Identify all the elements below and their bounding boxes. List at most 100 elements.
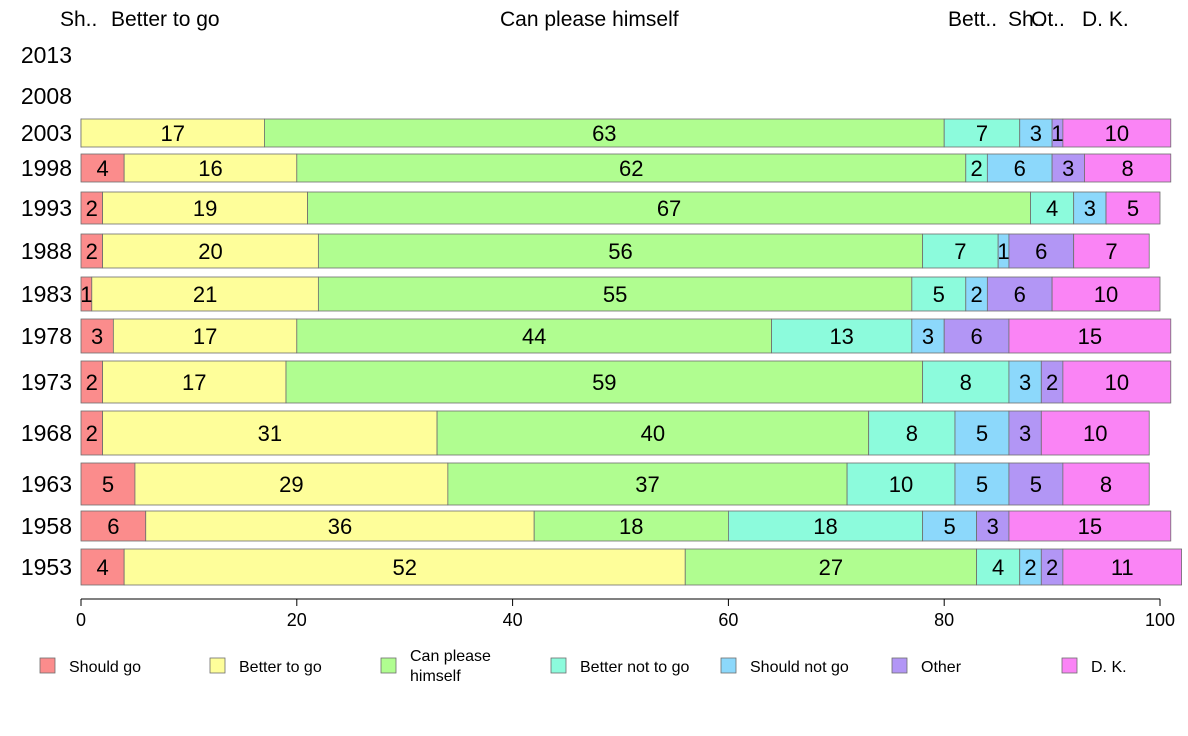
bar-value-label: 2 — [970, 282, 982, 307]
bar-value-label: 6 — [1014, 282, 1026, 307]
bar-value-label: 8 — [906, 421, 918, 446]
bar-segment — [285, 360, 924, 404]
top-label: Ot.. — [1031, 8, 1065, 31]
bar-value-label: 2 — [86, 239, 98, 264]
bar-segment — [134, 462, 449, 506]
bar-value-label: 1 — [80, 282, 92, 307]
bar-value-label: 19 — [193, 196, 217, 221]
legend-label: Better not to go — [580, 659, 690, 676]
bar-value-label: 6 — [970, 324, 982, 349]
legend-swatch — [39, 657, 56, 674]
bar-value-label: 5 — [1030, 472, 1042, 497]
bar-segment — [954, 410, 1010, 456]
bar-value-label: 4 — [1046, 196, 1058, 221]
bar-segment — [1051, 276, 1161, 312]
top-category-labels: Sh.. Better to go Can please himself Bett..… — [60, 8, 1129, 31]
bar-value-label: 5 — [943, 514, 955, 539]
year-label: 1993 — [21, 195, 72, 221]
x-tick-label: 0 — [76, 610, 86, 630]
bar-value-label: 3 — [1019, 370, 1031, 395]
bar-value-label: 8 — [1122, 156, 1134, 181]
year-label: 1968 — [21, 420, 72, 446]
bar-value-label: 29 — [279, 472, 303, 497]
year-label: 1953 — [21, 554, 72, 580]
bar-value-label: 3 — [91, 324, 103, 349]
bar-value-label: 6 — [1014, 156, 1026, 181]
year-label: 2008 — [21, 83, 72, 109]
bar-value-label: 7 — [1105, 239, 1117, 264]
bar-value-label: 21 — [193, 282, 217, 307]
bar-value-label: 7 — [954, 239, 966, 264]
legend: Should go Better to go Can please himself Be… — [39, 648, 1127, 685]
legend-swatch — [720, 657, 737, 674]
bar-value-label: 67 — [657, 196, 681, 221]
bar-value-label: 3 — [922, 324, 934, 349]
year-label: 1958 — [21, 513, 72, 539]
bar-value-label: 2 — [86, 370, 98, 395]
bar-segment — [846, 462, 956, 506]
bar-segment — [868, 410, 956, 456]
bar-segment — [317, 276, 913, 312]
bar-value-label: 1 — [1051, 121, 1063, 146]
bar-value-label: 3 — [1030, 121, 1042, 146]
bar-value-label: 5 — [102, 472, 114, 497]
bar-segment — [1062, 360, 1172, 404]
bar-segment — [1073, 191, 1107, 225]
legend-label: Better to go — [239, 659, 322, 676]
bar-segment — [296, 318, 772, 354]
legend-swatch — [209, 657, 226, 674]
bar-value-label: 44 — [522, 324, 546, 349]
bar-value-label: 6 — [1035, 239, 1047, 264]
bar-value-label: 4 — [96, 156, 108, 181]
year-label: 2003 — [21, 120, 72, 146]
bar-segment — [102, 410, 438, 456]
x-tick-label: 80 — [934, 610, 954, 630]
bar-value-label: 15 — [1078, 514, 1102, 539]
legend-swatch — [380, 657, 397, 674]
bar-value-label: 5 — [976, 472, 988, 497]
year-axis-labels: 2013 2008 2003 1998 1993 1988 1983 1978 1973 1968… — [21, 42, 72, 580]
bar-value-label: 7 — [976, 121, 988, 146]
year-label: 1988 — [21, 238, 72, 264]
bar-value-label: 5 — [976, 421, 988, 446]
bar-segment — [911, 318, 945, 354]
legend-label: Can please himself — [410, 648, 491, 685]
year-label: 1973 — [21, 369, 72, 395]
bar-value-label: 17 — [182, 370, 206, 395]
bar-segment — [1073, 233, 1150, 269]
bar-segment — [1105, 191, 1161, 225]
legend-swatch — [550, 657, 567, 674]
bar-value-label: 8 — [1100, 472, 1112, 497]
bar-value-label: 11 — [1111, 555, 1134, 580]
x-tick-label: 60 — [718, 610, 738, 630]
bar-segment — [1008, 318, 1172, 354]
bar-segment — [1030, 191, 1075, 225]
bar-value-label: 17 — [193, 324, 217, 349]
bar-segment — [102, 360, 287, 404]
bar-value-label: 17 — [160, 121, 184, 146]
bar-segment — [1008, 410, 1042, 456]
bar-segment — [922, 233, 999, 269]
bar-segment — [80, 548, 125, 586]
bar-value-label: 63 — [592, 121, 616, 146]
bar-value-label: 31 — [258, 421, 282, 446]
bar-value-label: 6 — [107, 514, 119, 539]
bar-segment — [112, 318, 298, 354]
bar-segment — [1084, 153, 1172, 183]
top-label: Can please himself — [500, 8, 679, 31]
bar-segment — [954, 462, 1010, 506]
bar-value-label: 4 — [992, 555, 1004, 580]
bar-value-label: 36 — [328, 514, 352, 539]
top-label: Bett.. — [948, 8, 997, 31]
bar-segment — [80, 318, 114, 354]
bar-value-label: 18 — [813, 514, 837, 539]
bar-segment — [986, 276, 1053, 312]
top-label: Sh.. — [60, 8, 97, 31]
bar-value-label: 1 — [997, 239, 1009, 264]
bar-value-label: 15 — [1078, 324, 1102, 349]
bar-segment — [1062, 118, 1172, 148]
legend-label: Should go — [69, 659, 141, 676]
bar-segment — [533, 510, 729, 542]
bar-value-label: 4 — [96, 555, 108, 580]
bar-value-label: 3 — [1084, 196, 1096, 221]
